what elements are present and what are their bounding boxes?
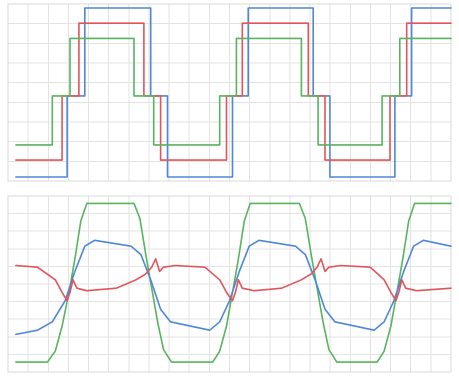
bottom-series-line-2 xyxy=(15,239,452,336)
top-series-line-3 xyxy=(15,37,452,146)
top-panel xyxy=(7,3,452,182)
plot-area-border xyxy=(7,195,452,373)
bottom-panel xyxy=(7,195,452,373)
plot-area-border xyxy=(7,3,452,182)
bottom-series-line-3 xyxy=(15,258,452,302)
top-series-line-1 xyxy=(15,7,452,178)
